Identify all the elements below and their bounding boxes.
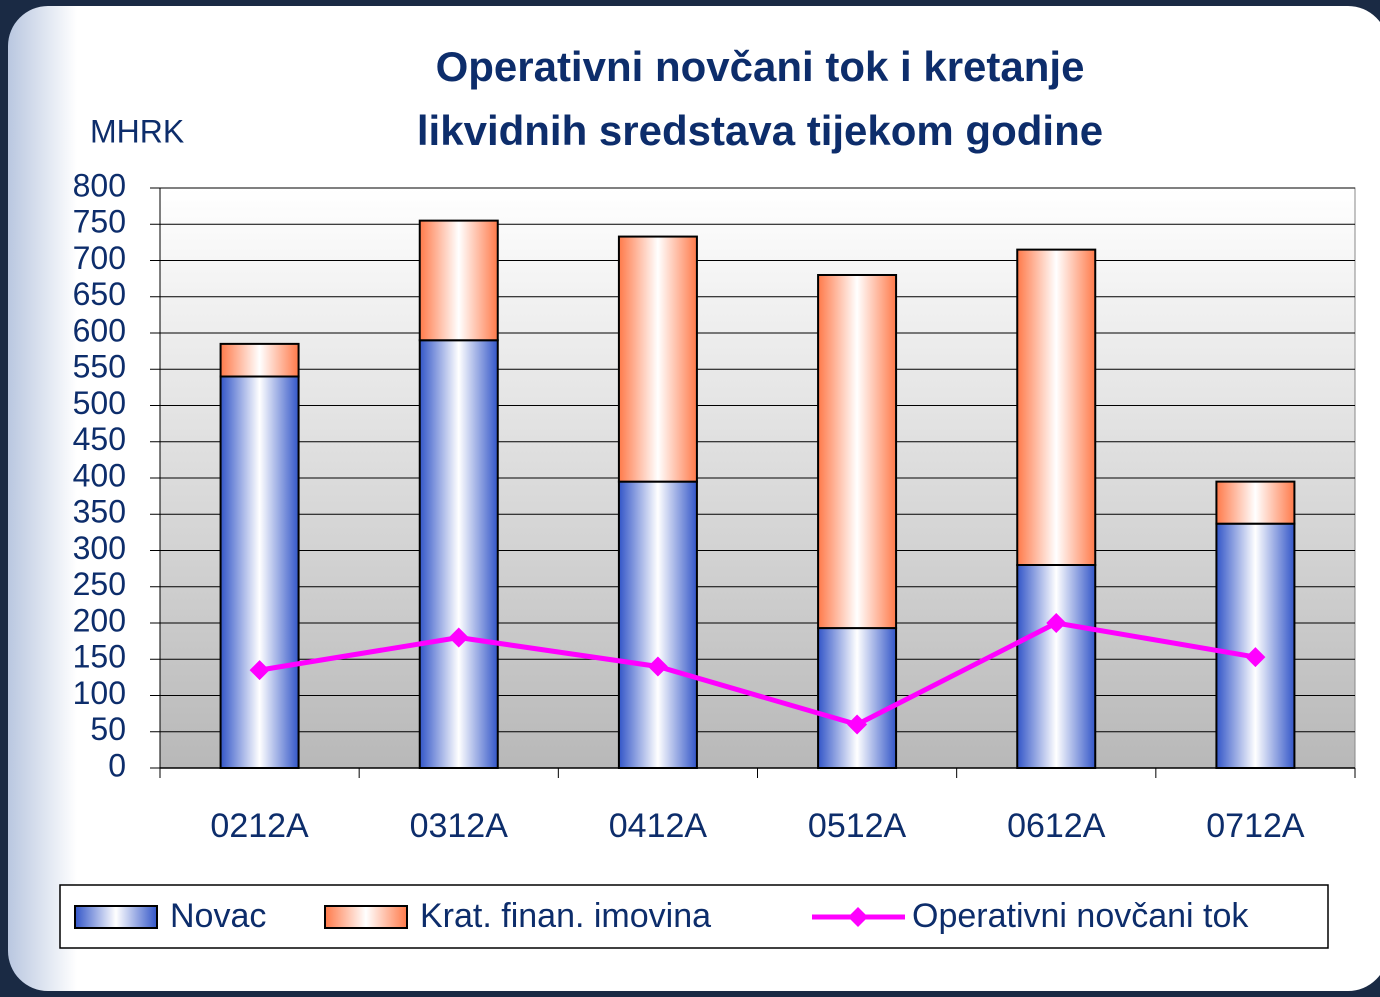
- legend-label: Krat. finan. imovina: [420, 897, 711, 935]
- y-tick-label: 150: [73, 639, 126, 675]
- bar: [1215, 522, 1296, 769]
- marker: [847, 714, 868, 735]
- legend-swatch: [74, 905, 158, 929]
- legend-label: Novac: [170, 897, 266, 935]
- y-tick-label: 750: [73, 204, 126, 240]
- y-tick-label: 200: [73, 602, 126, 638]
- y-tick-label: 500: [73, 385, 126, 421]
- legend-swatch: [324, 905, 408, 929]
- marker: [1046, 613, 1067, 633]
- x-tick-label: 0212A: [210, 807, 309, 845]
- bar: [418, 339, 499, 769]
- legend-swatch: [848, 907, 868, 927]
- bar: [219, 342, 300, 378]
- y-tick-label: 350: [73, 494, 126, 530]
- y-tick-label: 700: [73, 240, 126, 276]
- y-tick-label: 300: [73, 530, 126, 566]
- y-tick-label: 250: [73, 566, 126, 602]
- bar: [617, 235, 698, 483]
- y-tick-label: 450: [73, 421, 126, 457]
- bar: [817, 274, 898, 630]
- bar: [1215, 480, 1296, 525]
- y-tick-label: 650: [73, 276, 126, 312]
- bar: [617, 480, 698, 769]
- bar: [817, 627, 898, 770]
- y-tick-label: 800: [73, 167, 126, 203]
- legend: [59, 884, 1329, 949]
- x-tick-label: 0612A: [1007, 807, 1106, 845]
- y-tick-label: 600: [73, 312, 126, 348]
- legend-label: Operativni novčani tok: [912, 897, 1249, 935]
- bar: [1016, 564, 1097, 769]
- bar: [219, 375, 300, 769]
- chart-title: Operativni novčani tok i kretanje likvidn…: [417, 43, 1103, 154]
- y-axis-label: MHRK: [90, 113, 184, 149]
- bar: [1016, 248, 1097, 566]
- x-tick-label: 0712A: [1206, 807, 1305, 845]
- marker: [1245, 647, 1266, 668]
- y-tick-label: 0: [108, 747, 126, 783]
- y-tick-label: 400: [73, 457, 126, 493]
- y-tick-label: 100: [73, 675, 126, 711]
- y-tick-label: 50: [90, 711, 126, 747]
- x-tick-label: 0412A: [609, 807, 708, 845]
- line: [259, 620, 1256, 728]
- y-tick-label: 550: [73, 349, 126, 385]
- x-tick-label: 0312A: [410, 807, 509, 845]
- marker: [448, 627, 469, 648]
- marker: [249, 660, 270, 681]
- x-tick-label: 0512A: [808, 807, 907, 845]
- bar: [418, 219, 499, 342]
- marker: [647, 656, 668, 677]
